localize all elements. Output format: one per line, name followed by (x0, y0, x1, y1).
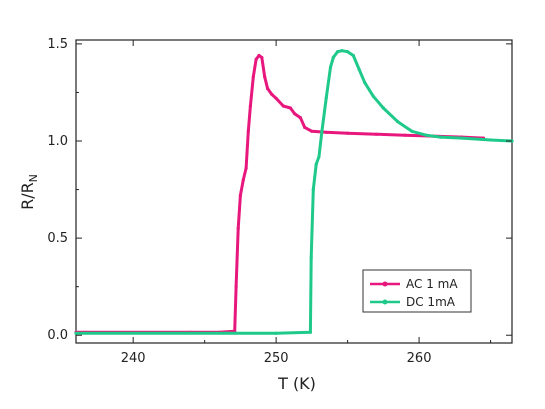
data-point (424, 133, 428, 137)
data-point (303, 125, 307, 129)
data-point (274, 96, 278, 100)
data-point (346, 50, 350, 54)
legend-marker-ac (382, 281, 388, 287)
data-point (246, 129, 250, 133)
series-layer (74, 49, 514, 335)
data-point (274, 331, 278, 335)
y-tick-label: 0.5 (47, 231, 68, 246)
data-point (328, 65, 333, 69)
data-point (308, 330, 312, 334)
data-point (403, 133, 407, 137)
data-point (351, 53, 355, 58)
data-point (244, 166, 248, 170)
data-point (248, 104, 252, 108)
y-ticks: 0.0 0.5 1.0 1.5 (47, 37, 512, 343)
x-axis-label: T (K) (277, 374, 316, 393)
data-point (234, 285, 238, 289)
data-point (309, 255, 313, 260)
x-tick-label: 260 (407, 351, 432, 366)
data-point (317, 154, 321, 159)
data-point (460, 136, 464, 140)
legend: AC 1 mA DC 1mA (362, 269, 472, 313)
data-point (320, 129, 324, 133)
data-point (340, 49, 344, 53)
data-point (331, 55, 335, 60)
data-point (311, 188, 315, 192)
data-point (236, 226, 240, 230)
data-point (374, 132, 378, 136)
plot-frame (75, 39, 513, 344)
data-point (314, 162, 318, 166)
plot-border (75, 39, 513, 344)
data-point (396, 120, 400, 124)
data-point (371, 94, 375, 98)
data-point (74, 331, 78, 335)
series-line (74, 54, 485, 334)
data-point (310, 129, 314, 133)
legend-entry-ac: AC 1 mA (370, 277, 458, 291)
legend-entry-dc: DC 1mA (370, 295, 456, 309)
series-dc (74, 49, 514, 335)
data-point (346, 131, 350, 135)
y-tick-label: 1.5 (47, 37, 68, 52)
data-point (266, 87, 270, 91)
data-point (324, 130, 328, 134)
x-ticks: 240 250 260 (121, 40, 492, 366)
data-point (254, 57, 258, 62)
data-point (293, 112, 297, 116)
legend-label-dc: DC 1mA (406, 295, 456, 309)
data-point (263, 75, 267, 79)
data-point (241, 178, 245, 182)
data-point (324, 96, 328, 100)
legend-marker-dc (382, 299, 388, 305)
y-axis-label-subscript: N (27, 174, 40, 182)
x-tick-label: 250 (264, 351, 289, 366)
legend-box (362, 269, 472, 313)
data-point (410, 129, 414, 133)
data-point (251, 75, 255, 79)
y-axis-label: R/RN (18, 174, 40, 210)
data-point (288, 106, 292, 110)
data-point (438, 135, 443, 139)
y-tick-label: 0.0 (47, 328, 68, 343)
series-line (74, 49, 514, 335)
legend-label-ac: AC 1 mA (406, 277, 458, 291)
x-tick-label: 240 (121, 351, 146, 366)
data-point (260, 55, 264, 60)
data-point (381, 106, 385, 110)
data-point (336, 50, 340, 54)
data-point (270, 92, 274, 96)
data-point (257, 53, 261, 58)
data-point (489, 138, 493, 142)
data-point (238, 193, 242, 197)
data-point (281, 104, 285, 108)
data-point (363, 81, 367, 85)
data-point (298, 116, 302, 120)
data-point (357, 67, 361, 71)
y-axis-label-main: R/R (18, 182, 37, 210)
y-tick-label: 1.0 (47, 134, 68, 149)
